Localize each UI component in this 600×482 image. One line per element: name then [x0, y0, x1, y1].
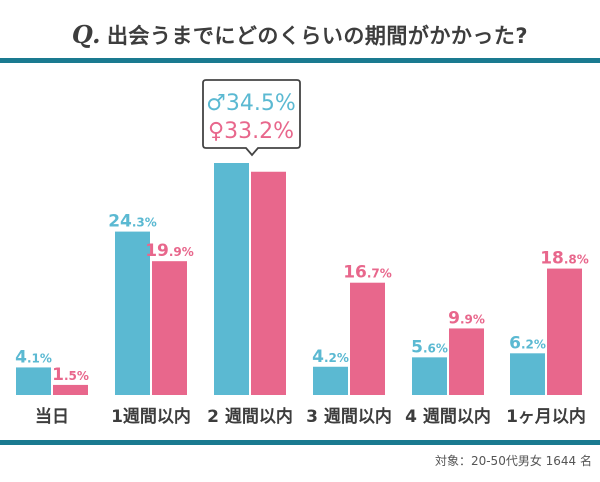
male-value-label: 24.3% — [108, 212, 157, 232]
female-bar — [152, 261, 187, 395]
female-bar — [547, 268, 582, 395]
callout-box — [202, 79, 301, 157]
female-value-label: 18.8% — [540, 249, 589, 269]
male-bar — [510, 353, 545, 395]
top-rule — [0, 58, 600, 63]
callout-female-value: ♀33.2% — [208, 119, 294, 144]
bottom-rule — [0, 440, 600, 445]
female-value-label: 9.9% — [448, 308, 485, 328]
female-bar — [251, 171, 286, 395]
male-value-label: 5.6% — [411, 337, 448, 357]
female-value-label: 16.7% — [343, 263, 392, 283]
category-label: 1ヶ月以内 — [506, 406, 586, 427]
male-value-label: 6.2% — [509, 333, 546, 353]
male-bar — [16, 367, 51, 395]
category-label: 2 週間以内 — [207, 406, 293, 427]
female-value-label: 1.5% — [52, 365, 89, 385]
male-bar — [412, 357, 447, 395]
category-label: 1週間以内 — [111, 406, 191, 427]
sample-note: 対象：20-50代男女 1644 名 — [434, 454, 592, 468]
female-bar — [449, 328, 484, 395]
male-value-label: 4.1% — [15, 347, 52, 367]
title-text: 出会うまでにどのくらいの期間がかかった? — [106, 24, 529, 48]
female-bar — [350, 282, 385, 395]
chart-title: Q. 出会うまでにどのくらいの期間がかかった? — [0, 20, 600, 50]
male-bar — [115, 231, 150, 395]
callout-male-value: ♂34.5% — [206, 91, 296, 116]
male-bar — [214, 163, 249, 395]
female-value-label: 19.9% — [145, 241, 194, 261]
category-label: 4 週間以内 — [405, 406, 491, 427]
category-label: 3 週間以内 — [306, 406, 392, 427]
male-value-label: 4.2% — [312, 347, 349, 367]
category-label: 当日 — [35, 406, 69, 427]
female-bar — [53, 384, 88, 395]
question-mark-prefix: Q. — [71, 20, 101, 49]
male-bar — [313, 366, 348, 395]
